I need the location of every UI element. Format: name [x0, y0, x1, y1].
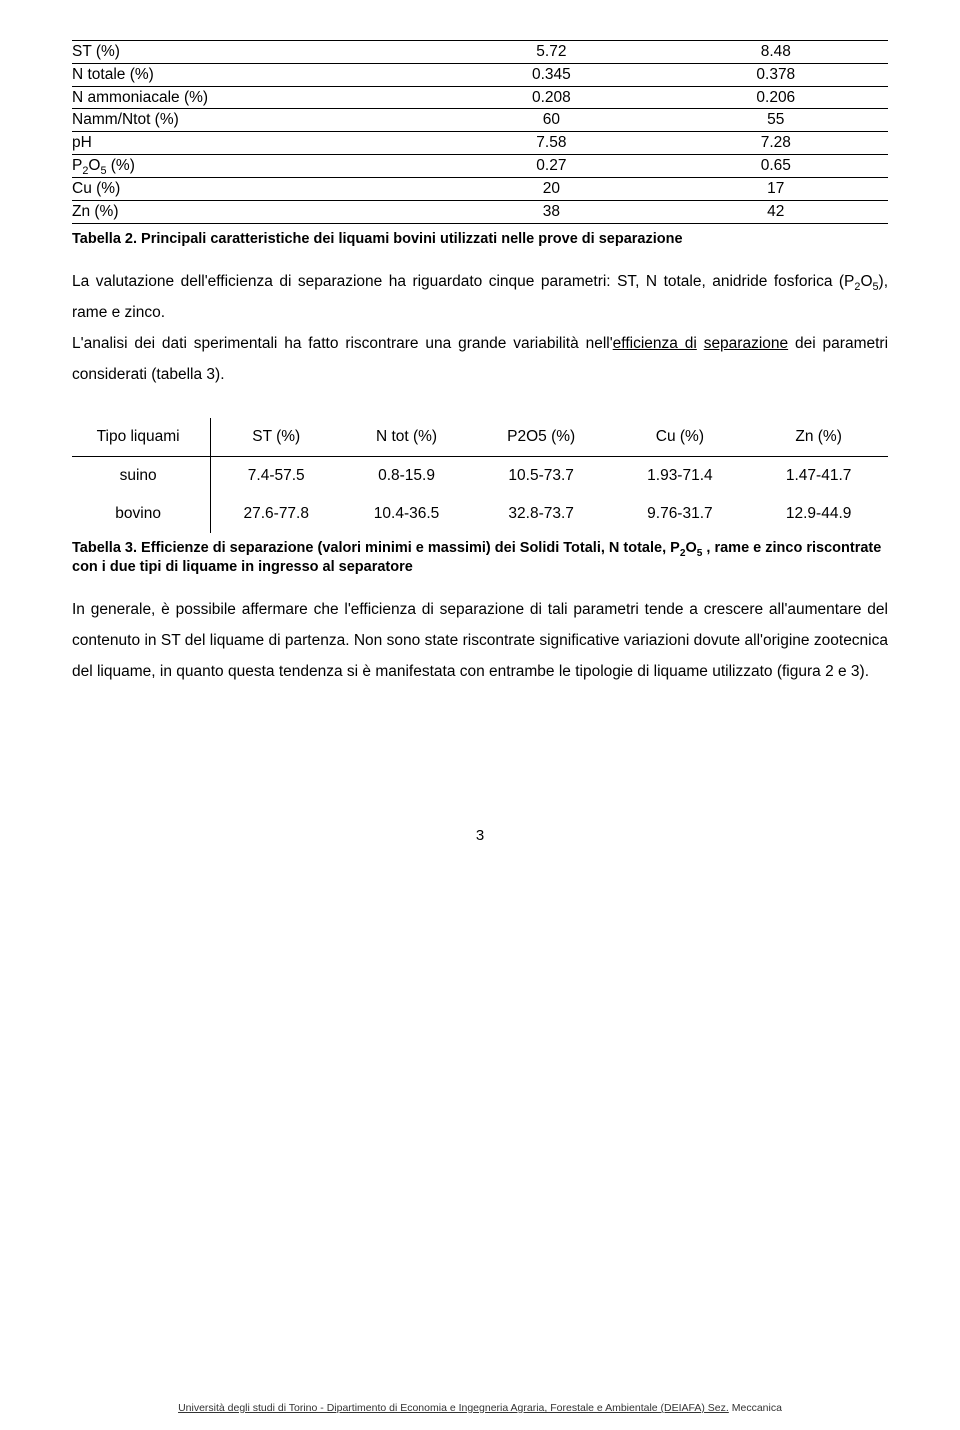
t2-param: Namm/Ntot (%): [72, 109, 439, 132]
t3-header: Zn (%): [749, 418, 888, 456]
t2-param: Zn (%): [72, 200, 439, 223]
t3-header: Cu (%): [611, 418, 750, 456]
paragraph-1: La valutazione dell'efficienza di separa…: [72, 266, 888, 390]
t3-header: Tipo liquami: [72, 418, 211, 456]
t3-header: ST (%): [211, 418, 342, 456]
table-row: bovino 27.6-77.8 10.4-36.5 32.8-73.7 9.7…: [72, 495, 888, 533]
t2-param: pH: [72, 132, 439, 155]
table-3: Tipo liquami ST (%) N tot (%) P2O5 (%) C…: [72, 418, 888, 532]
t2-param: Cu (%): [72, 177, 439, 200]
t2-param: N ammoniacale (%): [72, 86, 439, 109]
t2-param: P2O5 (%): [72, 155, 439, 178]
t2-param: ST (%): [72, 41, 439, 64]
t2-param: N totale (%): [72, 63, 439, 86]
page-number: 3: [72, 827, 888, 844]
footer-line: Università degli studi di Torino - Dipar…: [0, 1402, 960, 1414]
paragraph-2: In generale, è possibile affermare che l…: [72, 594, 888, 687]
table-2: ST (%)5.728.48 N totale (%)0.3450.378 N …: [72, 40, 888, 224]
table-2-caption: Tabella 2. Principali caratteristiche de…: [72, 230, 888, 249]
table-3-caption: Tabella 3. Efficienze di separazione (va…: [72, 539, 888, 577]
t3-header: P2O5 (%): [472, 418, 611, 456]
t3-header: N tot (%): [341, 418, 472, 456]
table-row: suino 7.4-57.5 0.8-15.9 10.5-73.7 1.93-7…: [72, 457, 888, 495]
